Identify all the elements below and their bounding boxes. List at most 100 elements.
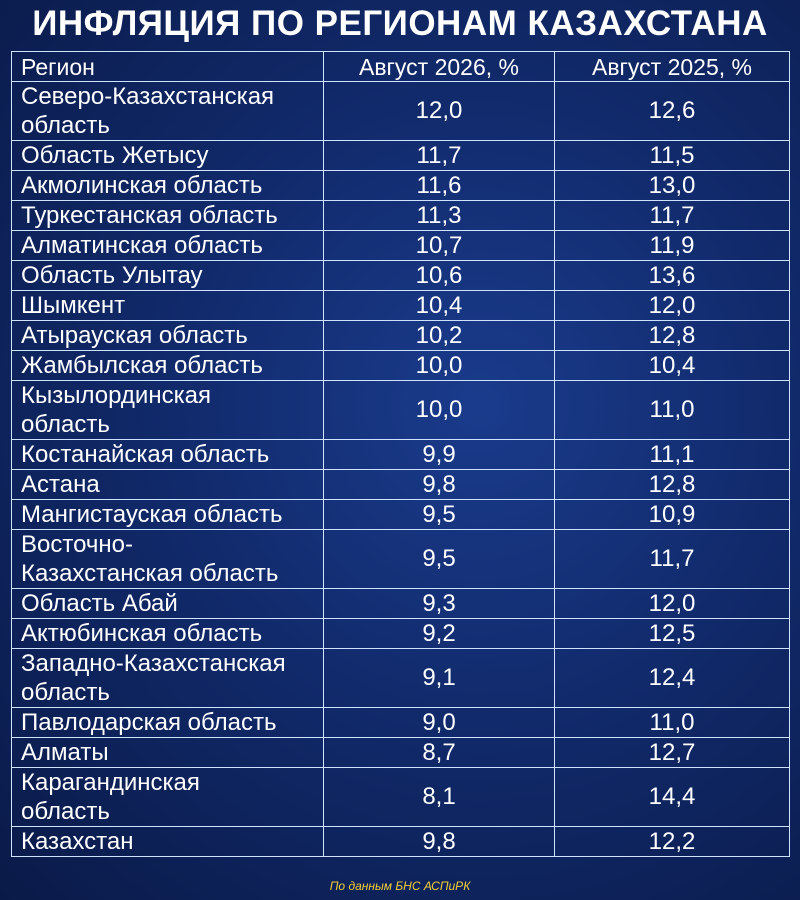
value-aug2026-cell: 8,1 <box>323 767 555 827</box>
region-name-line: Западно-Казахстанская <box>21 650 286 677</box>
region-cell: Атырауская область <box>11 320 324 351</box>
value-aug2025-cell: 12,5 <box>554 618 790 649</box>
table-row: Атырауская область 10,2 12,8 <box>11 320 790 351</box>
value-aug2025-cell: 11,5 <box>554 140 790 171</box>
region-name-line: Атырауская область <box>21 322 248 349</box>
value-aug2026-cell: 12,0 <box>323 81 555 141</box>
table-row: Область Улытау 10,6 13,6 <box>11 260 790 291</box>
value-aug2025-cell: 12,8 <box>554 320 790 351</box>
region-name-line: область <box>21 798 110 825</box>
region-cell: Шымкент <box>11 290 324 321</box>
table-row: Карагандинская область 8,1 14,4 <box>11 767 790 827</box>
region-name-line: Астана <box>21 471 100 498</box>
inflation-table-container: Регион Август 2026, % Август 2025, % Сев… <box>11 51 790 857</box>
value-aug2026-cell: 10,4 <box>323 290 555 321</box>
region-cell: Мангистауская область <box>11 499 324 530</box>
table-header-row: Регион Август 2026, % Август 2025, % <box>11 51 790 82</box>
value-aug2026-cell: 9,9 <box>323 439 555 470</box>
region-name-line: Жамбылская область <box>21 352 263 379</box>
value-aug2026-cell: 9,8 <box>323 826 555 857</box>
value-aug2025-cell: 11,7 <box>554 529 790 589</box>
inflation-table: Регион Август 2026, % Август 2025, % Сев… <box>11 51 790 857</box>
page-title: ИНФЛЯЦИЯ ПО РЕГИОНАМ КАЗАХСТАНА <box>32 4 768 43</box>
table-row: Алматинская область 10,7 11,9 <box>11 230 790 261</box>
value-aug2026-cell: 9,5 <box>323 529 555 589</box>
value-aug2026-cell: 9,0 <box>323 707 555 738</box>
table-row: Павлодарская область 9,0 11,0 <box>11 707 790 738</box>
value-aug2025-cell: 12,0 <box>554 290 790 321</box>
region-cell: Область Улытау <box>11 260 324 291</box>
region-cell: Туркестанская область <box>11 200 324 231</box>
region-name-line: Северо-Казахстанская <box>21 83 275 110</box>
region-name-line: Алматинская область <box>21 232 263 259</box>
table-body: Северо-Казахстанская область 12,0 12,6 Облас… <box>11 81 790 857</box>
value-aug2025-cell: 11,7 <box>554 200 790 231</box>
region-name-line: область <box>21 679 110 706</box>
value-aug2026-cell: 9,8 <box>323 469 555 500</box>
table-row: Туркестанская область 11,3 11,7 <box>11 200 790 231</box>
region-name-line: Кызылординская <box>21 382 211 409</box>
value-aug2026-cell: 9,1 <box>323 648 555 708</box>
region-cell: Алматы <box>11 737 324 768</box>
table-row: Мангистауская область 9,5 10,9 <box>11 499 790 530</box>
value-aug2025-cell: 10,4 <box>554 350 790 381</box>
value-aug2025-cell: 12,2 <box>554 826 790 857</box>
column-header-region: Регион <box>11 51 324 82</box>
value-aug2025-cell: 13,6 <box>554 260 790 291</box>
value-aug2026-cell: 9,2 <box>323 618 555 649</box>
table-row: Акмолинская область 11,6 13,0 <box>11 170 790 201</box>
region-name-line: Костанайская область <box>21 441 270 468</box>
region-cell: Павлодарская область <box>11 707 324 738</box>
region-cell: Жамбылская область <box>11 350 324 381</box>
value-aug2025-cell: 12,8 <box>554 469 790 500</box>
value-aug2026-cell: 11,3 <box>323 200 555 231</box>
region-cell: Актюбинская область <box>11 618 324 649</box>
table-row: Северо-Казахстанская область 12,0 12,6 <box>11 81 790 141</box>
column-header-aug2026: Август 2026, % <box>323 51 555 82</box>
region-name-line: область <box>21 411 110 438</box>
region-cell: Карагандинская область <box>11 767 324 827</box>
region-cell: Астана <box>11 469 324 500</box>
table-row: Жамбылская область 10,0 10,4 <box>11 350 790 381</box>
column-header-aug2025: Август 2025, % <box>554 51 790 82</box>
source-note: По данным БНС АСПиРК <box>329 879 471 893</box>
table-row: Область Абай 9,3 12,0 <box>11 588 790 619</box>
value-aug2025-cell: 14,4 <box>554 767 790 827</box>
region-cell: Костанайская область <box>11 439 324 470</box>
region-name-line: Павлодарская область <box>21 709 277 736</box>
value-aug2025-cell: 11,0 <box>554 380 790 440</box>
value-aug2026-cell: 9,3 <box>323 588 555 619</box>
value-aug2026-cell: 10,6 <box>323 260 555 291</box>
region-name-line: Шымкент <box>21 292 126 319</box>
value-aug2025-cell: 11,0 <box>554 707 790 738</box>
value-aug2026-cell: 10,0 <box>323 380 555 440</box>
region-name-line: Казахстанская область <box>21 560 279 587</box>
region-name-line: Акмолинская область <box>21 172 263 199</box>
value-aug2025-cell: 12,6 <box>554 81 790 141</box>
region-name-line: Мангистауская область <box>21 501 283 528</box>
region-cell: Кызылординская область <box>11 380 324 440</box>
region-cell: Акмолинская область <box>11 170 324 201</box>
region-cell: Казахстан <box>11 826 324 857</box>
region-name-line: Казахстан <box>21 828 134 855</box>
value-aug2026-cell: 8,7 <box>323 737 555 768</box>
value-aug2025-cell: 12,7 <box>554 737 790 768</box>
table-row: Кызылординская область 10,0 11,0 <box>11 380 790 440</box>
value-aug2025-cell: 11,9 <box>554 230 790 261</box>
table-row: Костанайская область 9,9 11,1 <box>11 439 790 470</box>
value-aug2026-cell: 10,0 <box>323 350 555 381</box>
region-cell: Область Абай <box>11 588 324 619</box>
region-cell: Западно-Казахстанская область <box>11 648 324 708</box>
value-aug2026-cell: 9,5 <box>323 499 555 530</box>
value-aug2025-cell: 13,0 <box>554 170 790 201</box>
region-name-line: Алматы <box>21 739 109 766</box>
table-row: Западно-Казахстанская область 9,1 12,4 <box>11 648 790 708</box>
value-aug2025-cell: 12,0 <box>554 588 790 619</box>
value-aug2026-cell: 11,6 <box>323 170 555 201</box>
table-row: Алматы 8,7 12,7 <box>11 737 790 768</box>
value-aug2026-cell: 10,2 <box>323 320 555 351</box>
region-name-line: Восточно- <box>21 531 133 558</box>
value-aug2026-cell: 10,7 <box>323 230 555 261</box>
region-name-line: Карагандинская <box>21 769 200 796</box>
region-name-line: область <box>21 112 110 139</box>
